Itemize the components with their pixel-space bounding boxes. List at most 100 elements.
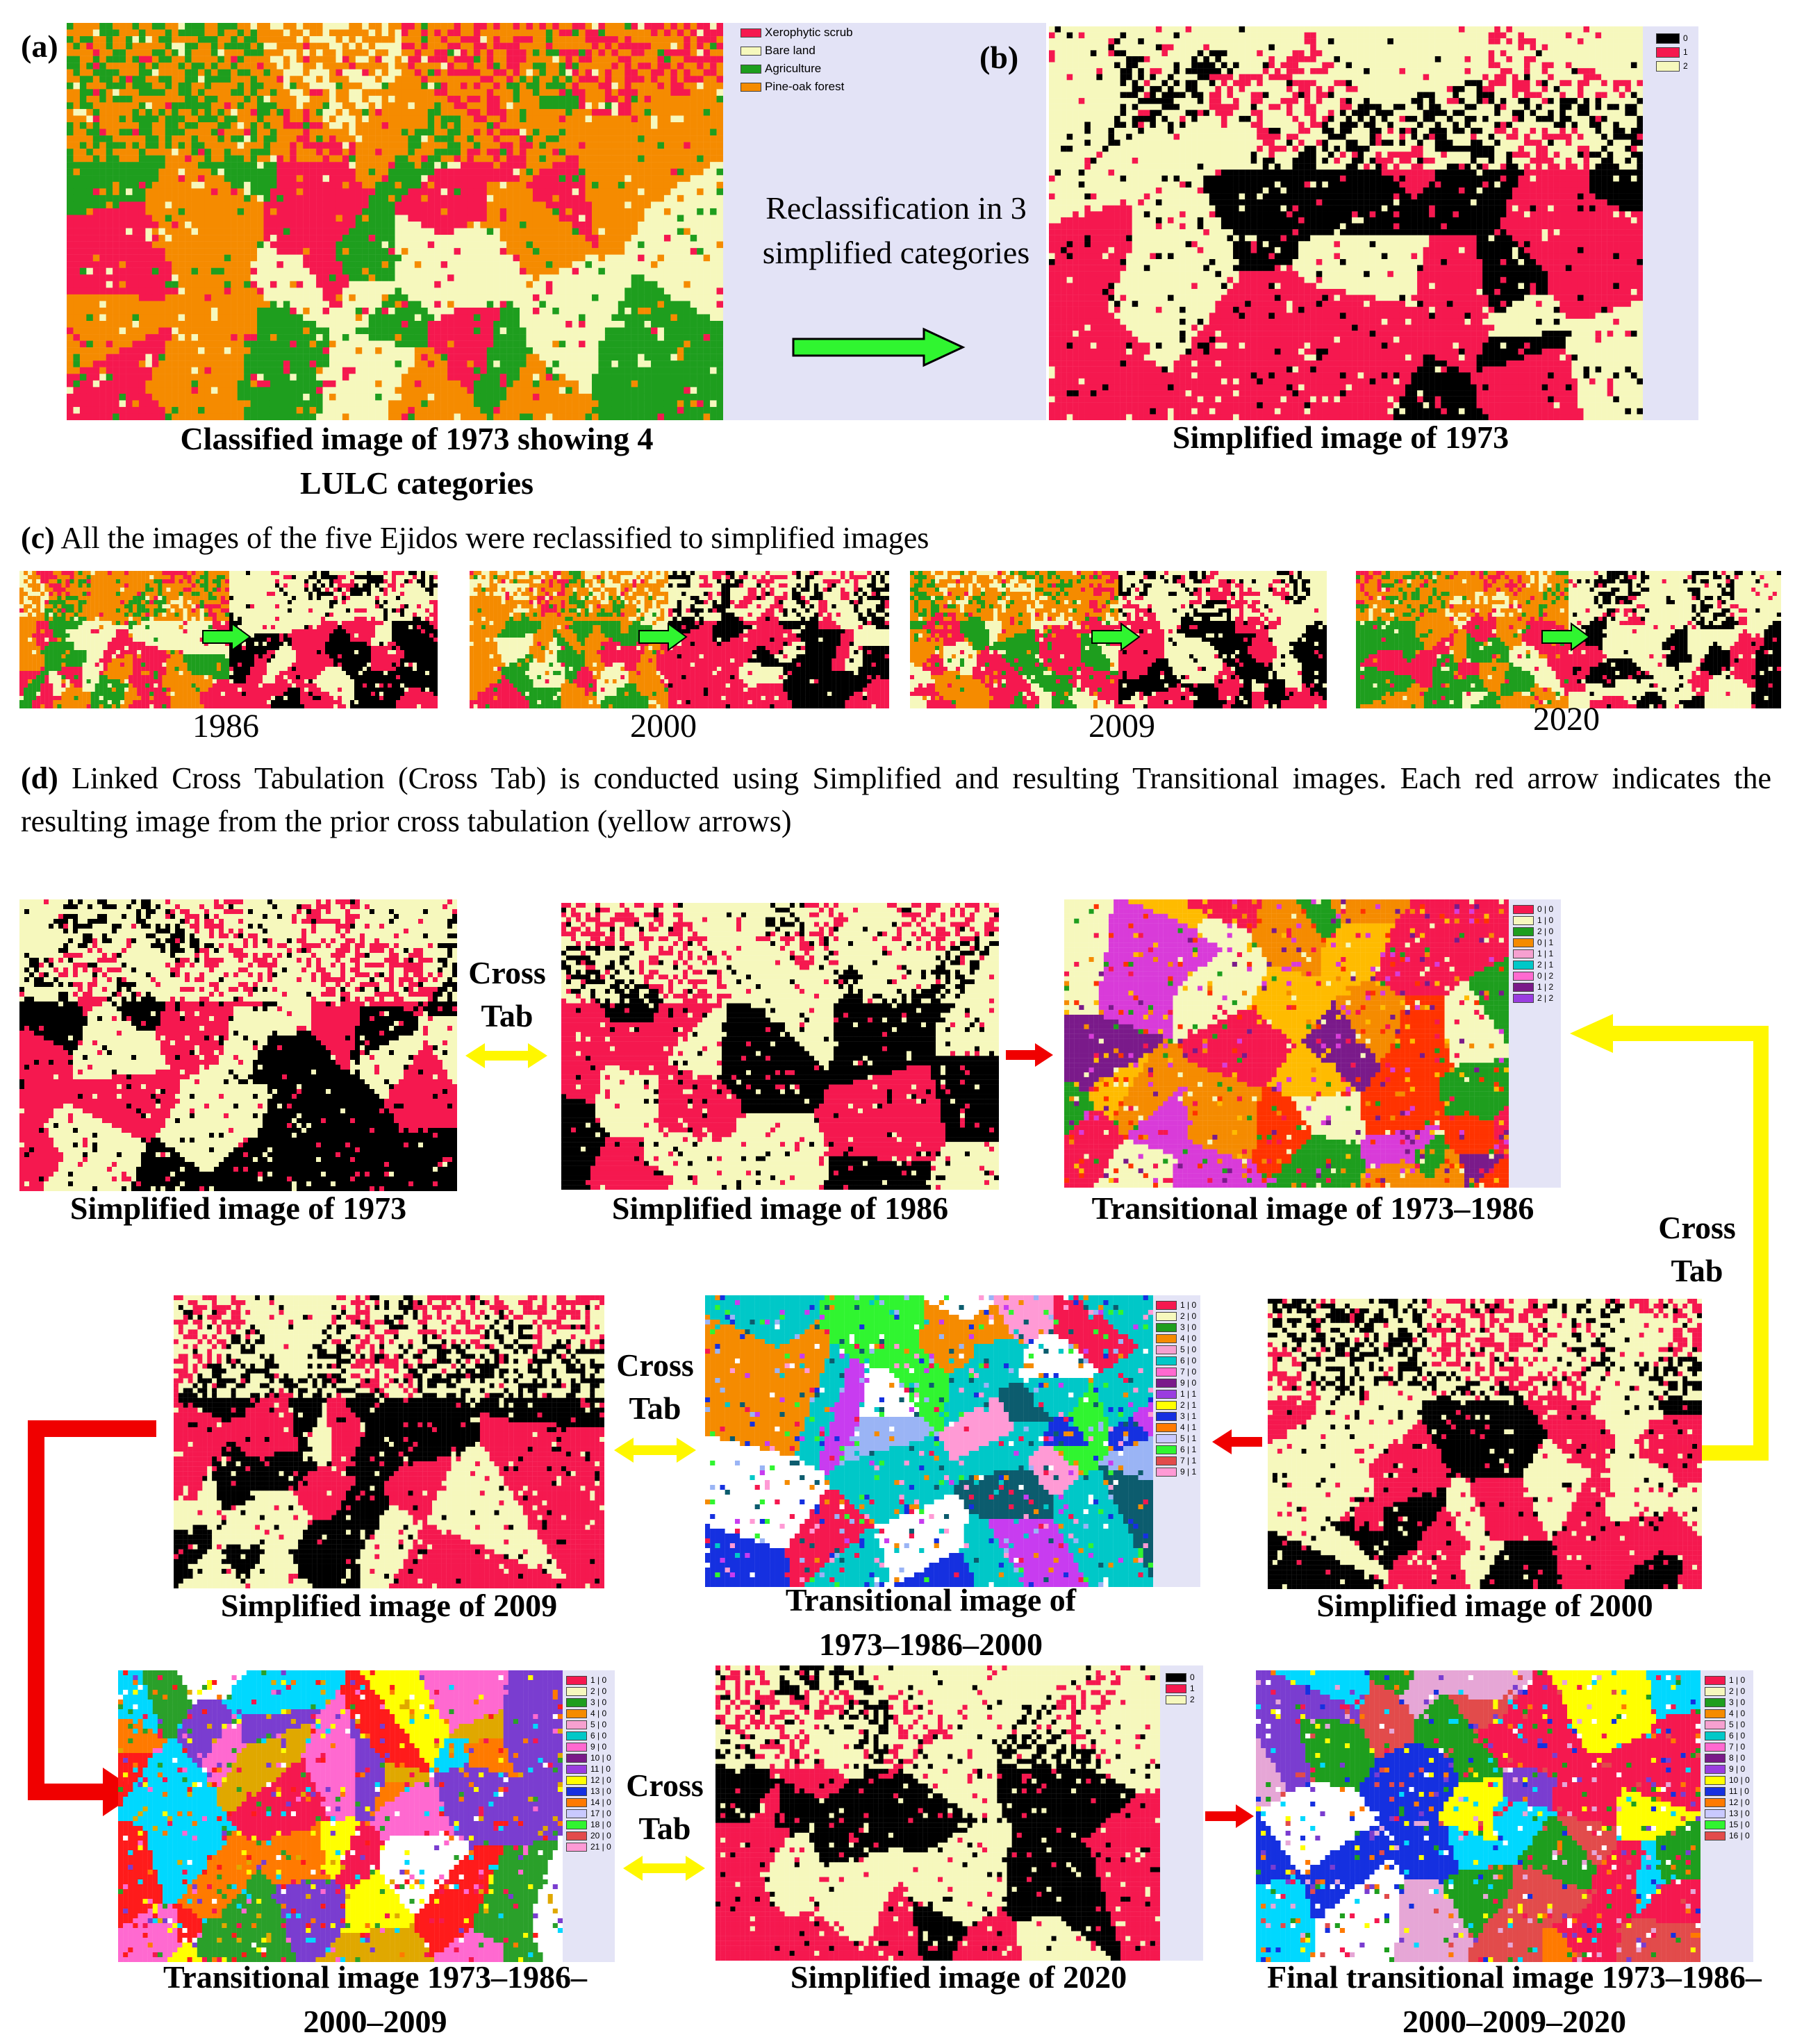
caption-simplified-1973: Simplified image of 1973 — [19, 1186, 457, 1231]
legend-final-item: 3 | 0 — [1705, 1697, 1745, 1707]
legend-t1-item: 0 | 0 — [1513, 904, 1553, 914]
legend-final-item: 9 | 0 — [1705, 1764, 1745, 1774]
simplified-map-1973-top — [1049, 26, 1643, 420]
legend-final-item: 1 | 0 — [1705, 1675, 1745, 1685]
legend-t1-item: 2 | 2 — [1513, 993, 1553, 1003]
legend-t3-item: 10 | 0 — [566, 1753, 611, 1763]
panel-d-text: (d) Linked Cross Tabulation (Cross Tab) … — [21, 757, 1771, 843]
legend-t3-item: 2 | 0 — [566, 1686, 606, 1696]
green-arrow-a-to-b — [792, 326, 966, 368]
simplified-map-1973 — [19, 899, 457, 1191]
legend-t2-item: 9 | 0 — [1156, 1378, 1196, 1388]
year-2020: 2020 — [1497, 700, 1636, 738]
caption-a: Classified image of 1973 showing 4 LULC … — [132, 417, 702, 506]
legend-t2-item: 9 | 1 — [1156, 1467, 1196, 1477]
legend-t2-item: 1 | 0 — [1156, 1300, 1196, 1310]
legend-a-item-2: Bare land — [740, 46, 816, 56]
simplified-map-2000 — [1268, 1299, 1702, 1589]
legend-t3-item: 12 | 0 — [566, 1775, 611, 1785]
legend-t2-item: 3 | 0 — [1156, 1322, 1196, 1332]
legend-final-item: 7 | 0 — [1705, 1742, 1745, 1752]
legend-final-item: 8 | 0 — [1705, 1753, 1745, 1763]
cross-tab-label-1: Cross Tab — [455, 952, 559, 1038]
caption-transitional-1973-1986: Transitional image of 1973–1986 — [1042, 1186, 1584, 1231]
legend-s2020-item-2: 2 — [1166, 1695, 1195, 1704]
legend-t1-item: 0 | 1 — [1513, 938, 1553, 947]
legend-b-panel — [1643, 26, 1698, 420]
legend-b-item-2: 2 — [1656, 61, 1688, 72]
legend-t2-item: 1 | 1 — [1156, 1389, 1196, 1399]
yellow-double-arrow-2 — [613, 1436, 697, 1464]
caption-final-transitional: Final transitional image 1973–1986–2000–… — [1250, 1955, 1778, 2044]
legend-b-item-1: 1 — [1656, 47, 1688, 58]
caption-simplified-1986: Simplified image of 1986 — [561, 1186, 999, 1231]
caption-transitional-1973-1986-2000: Transitional image of 1973–1986–2000 — [750, 1578, 1111, 1667]
thumb-2020-simplified — [1569, 571, 1781, 708]
legend-t1-item: 1 | 2 — [1513, 982, 1553, 992]
red-arrow-1 — [1006, 1043, 1054, 1067]
cross-tab-label-right: Cross Tab — [1645, 1206, 1749, 1293]
transitional-map-1973-1986-2000 — [705, 1295, 1153, 1587]
legend-t2-item: 5 | 1 — [1156, 1434, 1196, 1443]
legend-s2020-item-1: 1 — [1166, 1684, 1195, 1693]
legend-a-item-1: Xerophytic scrub — [740, 28, 853, 38]
legend-final-item: 6 | 0 — [1705, 1731, 1745, 1740]
legend-final-item: 12 | 0 — [1705, 1797, 1750, 1807]
red-arrow-2 — [1212, 1429, 1262, 1454]
legend-final-item: 2 | 0 — [1705, 1686, 1745, 1696]
legend-t3-item: 11 | 0 — [566, 1764, 611, 1774]
legend-t2-item: 2 | 1 — [1156, 1400, 1196, 1410]
legend-t3-item: 17 | 0 — [566, 1809, 611, 1818]
legend-final-item: 11 | 0 — [1705, 1786, 1749, 1796]
final-transitional-map — [1256, 1670, 1700, 1962]
yellow-double-arrow-3 — [622, 1854, 706, 1882]
green-arrow-2000 — [638, 622, 688, 652]
legend-t3-item: 13 | 0 — [566, 1786, 611, 1796]
legend-t3-item: 4 | 0 — [566, 1709, 606, 1718]
legend-t3-item: 1 | 0 — [566, 1675, 606, 1685]
transitional-map-1973-2009 — [118, 1670, 563, 1962]
thumb-2009-classified — [910, 571, 1118, 708]
caption-simplified-2000: Simplified image of 2000 — [1268, 1584, 1702, 1628]
legend-t2-item: 4 | 1 — [1156, 1422, 1196, 1432]
green-arrow-2020 — [1541, 622, 1591, 652]
caption-simplified-2020: Simplified image of 2020 — [715, 1955, 1202, 2000]
legend-a-item-4: Pine-oak forest — [740, 82, 844, 92]
legend-t3-item: 6 | 0 — [566, 1731, 606, 1740]
legend-t1-item: 0 | 2 — [1513, 971, 1553, 981]
legend-t2-item: 7 | 0 — [1156, 1367, 1196, 1377]
year-2009: 2009 — [1052, 707, 1191, 745]
legend-final-item: 5 | 0 — [1705, 1720, 1745, 1729]
caption-b: Simplified image of 1973 — [1084, 415, 1598, 460]
cross-tab-label-2: Cross Tab — [603, 1344, 707, 1430]
legend-t1-item: 2 | 0 — [1513, 927, 1553, 936]
legend-t2-item: 4 | 0 — [1156, 1333, 1196, 1343]
legend-a-item-3: Agriculture — [740, 64, 821, 74]
yellow-double-arrow-1 — [464, 1042, 549, 1070]
legend-final-item: 10 | 0 — [1705, 1775, 1750, 1785]
green-arrow-2009 — [1091, 622, 1141, 652]
legend-t2-item: 6 | 1 — [1156, 1445, 1196, 1454]
panel-b-letter: (b) — [979, 39, 1018, 76]
legend-simplified-2020 — [1160, 1665, 1203, 1961]
legend-t2-item: 2 | 0 — [1156, 1311, 1196, 1321]
panel-c-text: (c) All the images of the five Ejidos we… — [21, 517, 1785, 560]
legend-t3-item: 14 | 0 — [566, 1797, 611, 1807]
legend-t3-item: 5 | 0 — [566, 1720, 606, 1729]
thumb-2020-classified — [1356, 571, 1569, 708]
simplified-map-2020 — [715, 1665, 1160, 1961]
legend-t2-item: 5 | 0 — [1156, 1345, 1196, 1354]
legend-t1-item: 1 | 1 — [1513, 949, 1553, 958]
legend-final-item: 4 | 0 — [1705, 1709, 1745, 1718]
legend-t2-item: 3 | 1 — [1156, 1411, 1196, 1421]
red-arrow-3 — [1205, 1804, 1255, 1828]
transitional-map-1973-1986 — [1064, 899, 1509, 1188]
year-2000: 2000 — [594, 707, 733, 745]
classified-map-1973 — [67, 23, 723, 420]
legend-t3-item: 9 | 0 — [566, 1742, 606, 1752]
thumb-2000-simplified — [668, 571, 889, 708]
legend-t3-item: 21 | 0 — [566, 1842, 611, 1852]
legend-t3-item: 20 | 0 — [566, 1831, 611, 1841]
legend-t2-item: 6 | 0 — [1156, 1356, 1196, 1365]
legend-final-item: 13 | 0 — [1705, 1809, 1750, 1818]
